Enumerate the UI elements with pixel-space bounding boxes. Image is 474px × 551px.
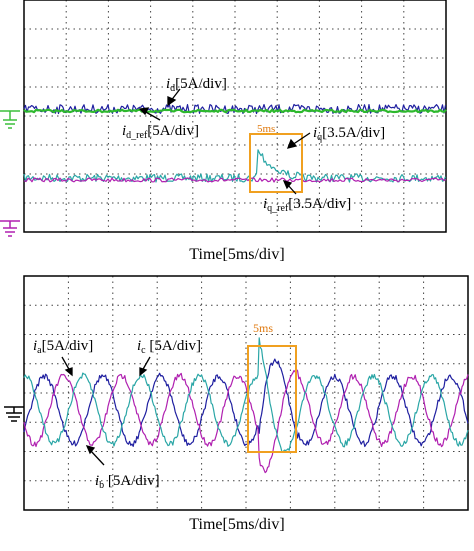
label-ib: ib [5A/div] bbox=[95, 473, 160, 491]
plot-frame bbox=[23, 0, 447, 233]
trace-iq bbox=[23, 149, 447, 183]
arrow-ic bbox=[139, 356, 151, 377]
label-id: id[5A/div] bbox=[166, 76, 227, 94]
label-ic: ic [5A/div] bbox=[137, 338, 201, 356]
arrow-id-ref bbox=[138, 107, 161, 121]
traces bbox=[23, 337, 469, 474]
step-highlight-box bbox=[249, 133, 303, 193]
ground-marker-id bbox=[0, 110, 20, 129]
arrow-ia bbox=[61, 356, 73, 377]
trace-id-ref bbox=[23, 108, 447, 114]
label-iq-ref: iq_ref[3.5A/div] bbox=[263, 196, 351, 214]
x-axis-label-bottom: Time[5ms/div] bbox=[189, 516, 285, 533]
trace-ic bbox=[23, 337, 469, 453]
arrow-iq-ref bbox=[282, 179, 297, 195]
trace-ia bbox=[23, 358, 469, 448]
ground-marker-iq bbox=[0, 220, 20, 237]
annotation-5ms: 5ms bbox=[253, 321, 273, 335]
grid bbox=[24, 0, 446, 232]
dq-current-plot: 5ms id[5A/div] id_ref[5A/div] iq[3.5A/di… bbox=[0, 0, 474, 245]
annotation-5ms: 5ms bbox=[257, 123, 275, 135]
trace-iq-ref bbox=[23, 177, 447, 183]
arrow-ib bbox=[85, 444, 105, 466]
step-highlight-box bbox=[247, 345, 297, 453]
plot-frame bbox=[23, 275, 469, 511]
traces bbox=[23, 103, 447, 183]
label-iq: iq[3.5A/div] bbox=[313, 125, 385, 143]
abc-current-plot: 5ms ia[5A/div] ic [5A/div] ib [5A/div] bbox=[0, 275, 474, 512]
label-id-ref: id_ref[5A/div] bbox=[122, 123, 199, 141]
plot-background bbox=[0, 0, 474, 245]
arrow-iq bbox=[286, 132, 311, 149]
label-ia: ia[5A/div] bbox=[33, 338, 93, 356]
x-axis-label-top: Time[5ms/div] bbox=[189, 246, 285, 263]
trace-ib bbox=[23, 368, 469, 474]
arrow-id bbox=[167, 88, 181, 107]
ground-marker bbox=[4, 406, 24, 422]
